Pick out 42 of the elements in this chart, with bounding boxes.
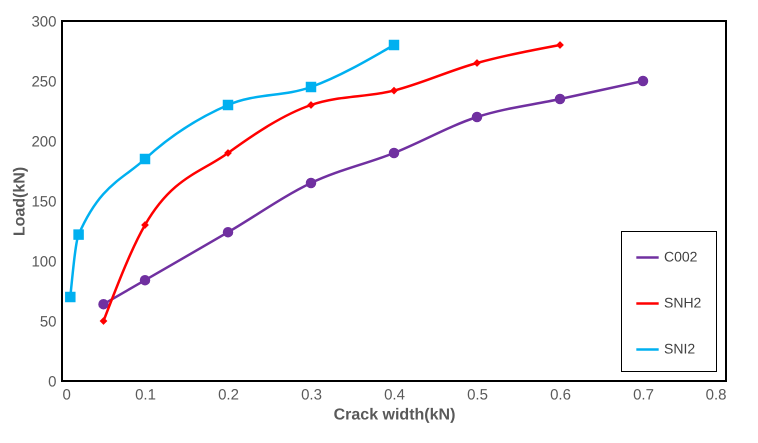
x-axis-title: Crack width(kN) [334,406,456,424]
point [73,229,84,240]
y-tick-label: 200 [31,134,56,150]
y-tick-label: 0 [48,374,56,390]
point [98,298,109,310]
point [140,274,150,286]
point [473,59,481,67]
point [554,94,566,104]
point [388,40,400,50]
point [100,317,108,325]
y-tick-label: 300 [31,14,56,30]
x-tick-label: 0.6 [550,386,571,404]
y-axis-title: Load(kN) [11,166,28,236]
legend-label: C002 [664,248,698,264]
x-tick-label: 0.3 [301,386,322,404]
point [306,82,316,92]
x-tick-label: 0.2 [218,386,239,404]
point [556,41,564,49]
point [222,226,234,238]
point [222,100,234,110]
x-tick-label: 0.7 [633,386,654,404]
point [65,292,76,302]
y-tick-label: 250 [31,74,56,90]
point [141,221,149,229]
point [472,112,482,122]
y-tick-label: 50 [40,314,56,330]
x-tick-label: 0 [62,386,71,404]
point [638,76,648,86]
point [224,149,232,157]
legend-label: SNI2 [664,340,696,356]
point [388,148,400,158]
point [307,101,315,109]
point [390,86,398,94]
x-tick-label: 0.5 [467,386,488,404]
x-tick-label: 0.8 [706,386,726,404]
x-tick-label: 0.4 [384,386,405,404]
y-tick-label: 150 [31,194,56,210]
point [306,178,316,188]
point [140,154,150,164]
legend-label: SNH2 [664,294,702,310]
x-tick-label: 0.1 [135,386,156,404]
y-tick-label: 100 [31,254,56,270]
